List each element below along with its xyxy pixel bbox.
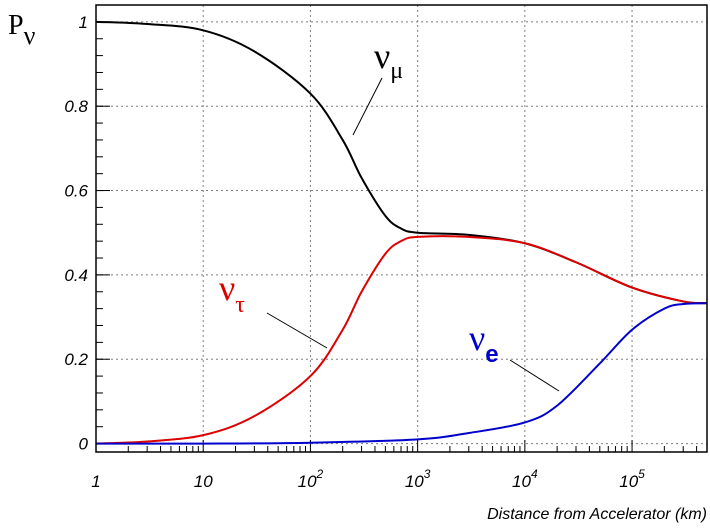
label-nu-e-greek: ν	[469, 318, 485, 358]
label-nu-tau-pointer	[266, 312, 328, 349]
x-tick-label-exp: 2	[316, 467, 324, 481]
axis-ticks	[95, 21, 708, 452]
x-tick-label: 103	[405, 467, 431, 491]
x-tick-label: 104	[512, 467, 538, 491]
x-tick-label-base: 10	[194, 472, 213, 491]
x-tick-label: 105	[619, 467, 645, 491]
label-nu-e-pointer	[509, 359, 560, 392]
label-nu-tau: ντ	[219, 268, 328, 349]
y-axis-label-sub: ν	[24, 21, 36, 50]
svg-text:ντ: ντ	[219, 268, 245, 318]
x-axis-label: Distance from Accelerator (km)	[487, 506, 707, 523]
x-tick-label: 1	[91, 472, 100, 491]
label-nu-tau-greek: ν	[219, 268, 235, 308]
x-tick-label-exp: 5	[638, 467, 645, 481]
series-nu-e-line	[95, 302, 708, 445]
label-nu-tau-sub: τ	[235, 292, 245, 318]
series-nu-tau-line	[95, 235, 708, 445]
y-tick-label: 0.4	[64, 266, 88, 285]
label-nu-mu-sub: μ	[390, 58, 403, 84]
x-tick-label-base: 10	[298, 472, 317, 491]
x-tick-label-base: 10	[512, 472, 531, 491]
x-tick-label-base: 1	[91, 472, 100, 491]
label-nu-mu-pointer	[352, 77, 383, 136]
label-nu-e: νe	[469, 318, 560, 392]
grid-lines	[96, 5, 707, 452]
y-tick-label: 0.8	[64, 97, 88, 116]
svg-text:νμ: νμ	[374, 36, 403, 84]
y-tick-label: 0.2	[64, 350, 88, 369]
label-nu-mu: νμ	[352, 36, 403, 136]
label-nu-mu-greek: ν	[374, 36, 390, 76]
x-tick-label-exp: 3	[424, 467, 431, 481]
x-tick-label-base: 10	[405, 472, 424, 491]
y-axis-label-main: P	[8, 10, 24, 41]
y-axis-label: Pν	[8, 10, 36, 50]
y-tick-label: 0	[79, 435, 89, 454]
series-lines	[95, 20, 708, 445]
x-tick-label: 10	[194, 472, 213, 491]
y-tick-label: 1	[79, 13, 88, 32]
x-tick-label: 102	[298, 467, 324, 491]
plot-frame	[95, 4, 708, 453]
y-tick-label: 0.6	[64, 182, 88, 201]
x-tick-label-base: 10	[619, 472, 638, 491]
label-nu-e-sub: e	[485, 341, 498, 368]
x-tick-label-exp: 4	[531, 467, 538, 481]
svg-text:νe: νe	[469, 318, 499, 368]
